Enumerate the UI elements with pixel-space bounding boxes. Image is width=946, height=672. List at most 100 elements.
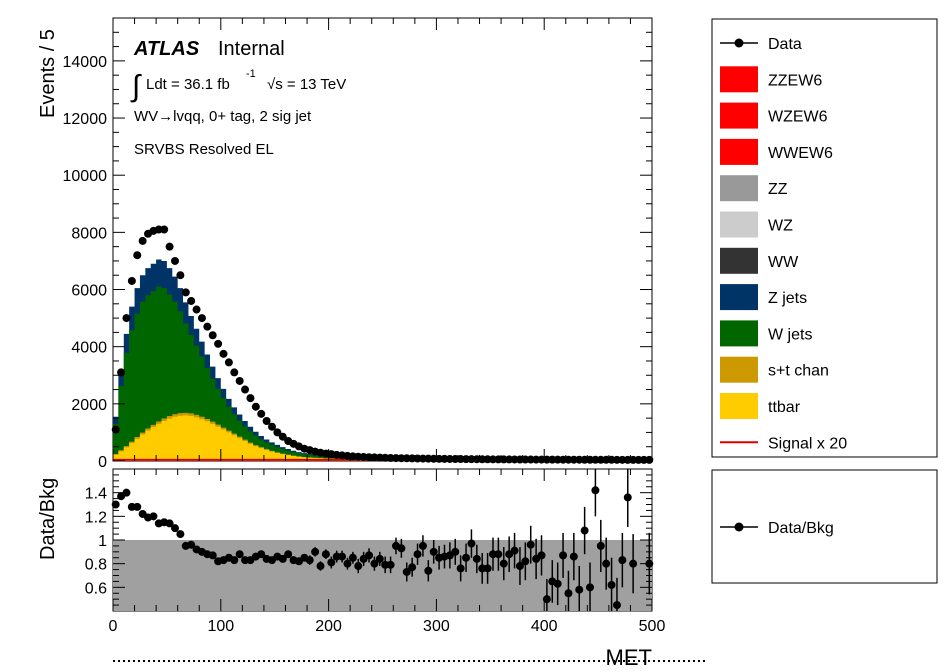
data-point [160, 225, 169, 234]
ratio-point [230, 556, 239, 565]
data-point [268, 422, 276, 431]
y-tick-label: 4000 [71, 340, 107, 357]
ratio-point [327, 556, 336, 569]
data-point [133, 251, 142, 260]
data-point [273, 428, 282, 437]
ratio-point [338, 550, 347, 563]
background-stack [113, 259, 652, 461]
ratio-y-tick-label: 1.2 [85, 509, 107, 526]
ratio-point [413, 543, 422, 565]
legend-label: Z jets [768, 290, 807, 307]
ratio-point [311, 547, 320, 557]
ratio-point [569, 532, 578, 581]
ratio-point [559, 532, 568, 578]
legend-entry: WZEW6 [720, 102, 828, 129]
x-axis-label: MET [606, 645, 652, 670]
legend-entry: s+t chan [720, 356, 829, 383]
data-point [214, 339, 223, 348]
ttbar-histogram [113, 415, 652, 461]
legend-entry: WW [720, 247, 799, 274]
ratio-point [472, 544, 481, 574]
ratio-point [354, 558, 363, 574]
ratio-point [629, 534, 638, 594]
data-point [241, 385, 250, 394]
y-tick-label: 2000 [71, 397, 107, 414]
y-tick-label: 6000 [71, 283, 107, 300]
legend-entry: Data/Bkg [720, 520, 834, 537]
legend-label: ZZEW6 [768, 72, 822, 89]
data-point [170, 256, 179, 265]
region-label: SRVBS Resolved EL [134, 141, 274, 158]
ratio-point [580, 506, 589, 555]
legend-label: ZZ [768, 181, 788, 198]
ratio-point [348, 551, 357, 564]
legend-swatch [720, 211, 758, 238]
legend-label: W jets [768, 326, 812, 343]
main-y-axis: 0 2000 4000 6000 8000 10000 12000 14000 [63, 31, 652, 471]
ratio-point [370, 556, 379, 571]
ratio-point [235, 550, 244, 559]
luminosity-exponent: -1 [246, 68, 256, 80]
data-point [257, 409, 266, 418]
ratio-point [494, 537, 503, 571]
ratio-point [618, 532, 627, 588]
ratio-point [397, 538, 406, 558]
data-point [138, 236, 147, 245]
y-tick-label: 0 [98, 454, 107, 471]
data-point [181, 288, 190, 297]
ratio-point [418, 535, 427, 557]
ratio-point [187, 540, 196, 549]
data-point [165, 242, 174, 251]
ratio-point [607, 557, 616, 611]
x-tick-label: 200 [315, 618, 342, 635]
main-y-axis-label: Events / 5 [37, 29, 59, 118]
data-point [176, 271, 185, 280]
data-point [122, 314, 131, 323]
ratio-point [596, 519, 605, 572]
legend-entry: ZZEW6 [720, 66, 822, 93]
ratio-point [305, 555, 314, 565]
ratio-y-tick-label: 1 [98, 533, 107, 550]
legend-label: s+t chan [768, 363, 829, 380]
ratio-point [612, 577, 621, 611]
ratio-point [575, 566, 584, 611]
ratio-point [537, 535, 546, 576]
ratio-points [111, 469, 654, 611]
legend-label: WZEW6 [768, 109, 828, 126]
legend-swatch [720, 175, 758, 202]
ratio-point [429, 540, 438, 564]
ratio-y-tick-label: 1.4 [85, 486, 107, 503]
luminosity-label: Ldt = 36.1 fb [146, 76, 230, 93]
ratio-point [316, 561, 325, 571]
ratio-point [424, 560, 433, 582]
data-points [111, 225, 654, 464]
legend-entry: Data [720, 36, 802, 53]
ratio-y-tick-label: 0.6 [85, 580, 107, 597]
x-tick-label: 300 [423, 618, 450, 635]
energy-label: √s = 13 TeV [267, 76, 346, 93]
data-point [192, 305, 201, 314]
ratio-point [408, 557, 417, 577]
legend-swatch [720, 393, 758, 419]
data-point [117, 368, 126, 377]
legend-marker [734, 38, 744, 48]
data-point [219, 349, 228, 358]
ratio-point [602, 537, 611, 590]
y-tick-label: 14000 [63, 54, 108, 71]
y-tick-label: 12000 [63, 111, 108, 128]
ratio-y-axis-label: Data/Bkg [37, 478, 59, 560]
legend-entry: Signal x 20 [720, 435, 847, 452]
legend-swatch [720, 138, 758, 165]
ratio-point [586, 562, 595, 611]
ratio-point [386, 556, 395, 574]
ratio-point [553, 562, 562, 606]
ratio-x-axis: 0 100 200 300 400 500 [109, 469, 665, 635]
data-point [187, 296, 196, 305]
main-panel: 0 2000 4000 6000 8000 10000 12000 14000 Events … [37, 17, 654, 471]
ratio-point [375, 551, 384, 567]
legend-swatch [720, 66, 758, 93]
x-tick-label: 400 [531, 618, 558, 635]
ratio-y-tick-label: 0.8 [85, 557, 107, 574]
data-point [197, 314, 206, 323]
legend-swatch [720, 356, 758, 383]
